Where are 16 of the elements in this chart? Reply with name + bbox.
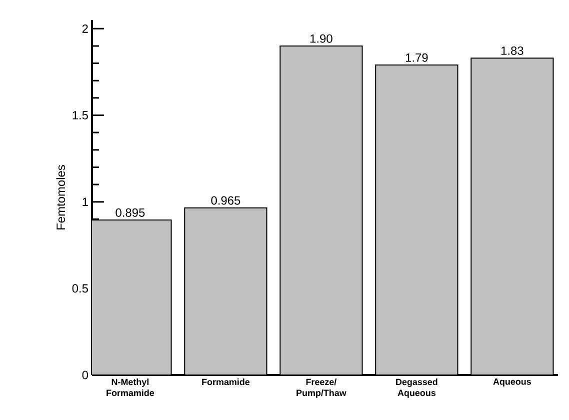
x-tick-label: Degassed Aqueous xyxy=(396,378,438,398)
data-label: 0.965 xyxy=(211,196,240,205)
data-label: 1.83 xyxy=(501,46,524,55)
x-tick-label: Formamide xyxy=(202,378,250,386)
x-tick-label: Aqueous xyxy=(493,378,531,387)
data-label: 0.895 xyxy=(116,208,145,217)
data-label: 1.79 xyxy=(406,53,428,62)
data-label: 1.90 xyxy=(310,34,332,43)
y-tick-label: 1 xyxy=(82,198,88,206)
y-tick-label: 0 xyxy=(82,370,88,380)
y-tick-label: 0.5 xyxy=(72,284,88,293)
y-axis-title: Femtomoles xyxy=(56,165,66,230)
y-tick-label: 1.5 xyxy=(72,111,88,120)
x-tick-label: Freeze/ Pump/Thaw xyxy=(296,378,346,398)
x-tick-label: N-Methyl Formamide xyxy=(106,378,154,396)
y-tick-label: 2 xyxy=(82,24,88,33)
